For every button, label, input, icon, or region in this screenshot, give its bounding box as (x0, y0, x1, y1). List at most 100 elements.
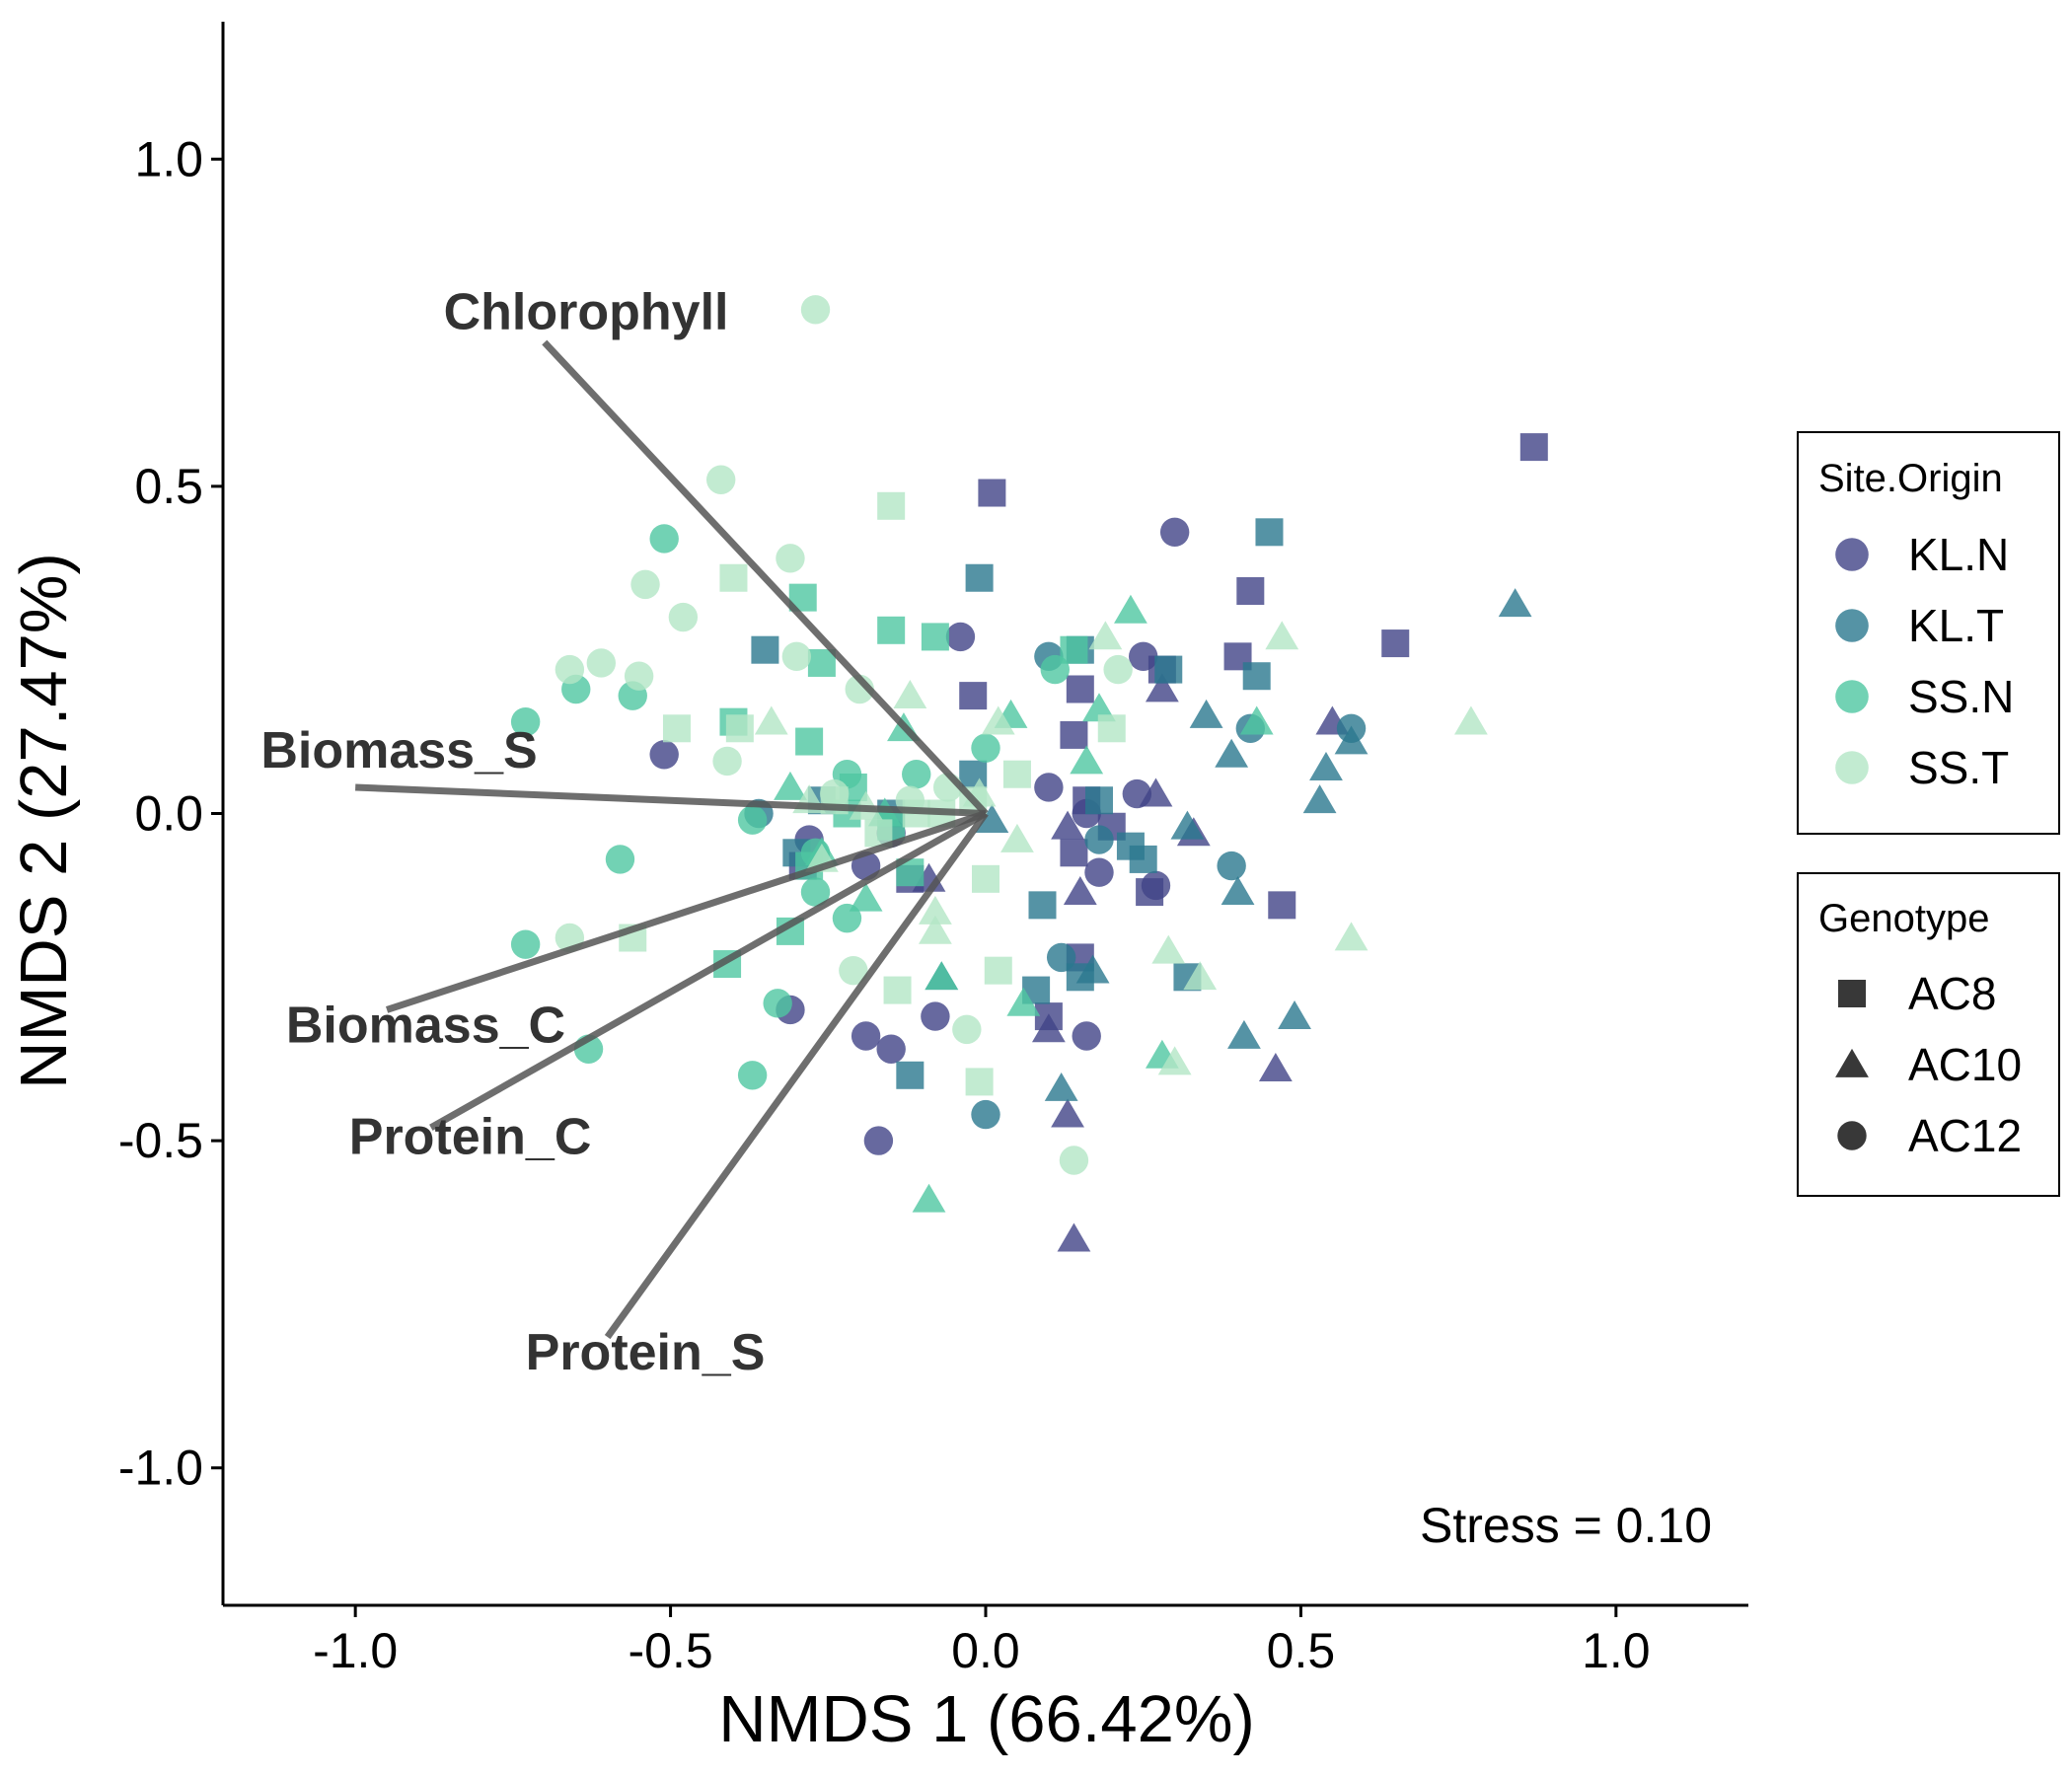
data-point-kl-n-ac12 (876, 1034, 906, 1064)
data-point-kl-n-ac12 (1122, 778, 1152, 809)
vector-biomass_c (386, 810, 988, 1013)
data-point-kl-n-ac12 (851, 1021, 881, 1051)
vector-protein_s (604, 811, 989, 1340)
data-point-ss-n-ac10 (1082, 693, 1116, 722)
data-point-ss-n-ac12 (737, 1061, 768, 1090)
data-point-ss-t-ac10 (1000, 823, 1034, 852)
data-point-kl-n-ac12 (1141, 870, 1171, 901)
data-point-kl-n-ac12 (649, 740, 679, 770)
data-point-ss-t-ac12 (776, 544, 805, 573)
data-point-kl-n-ac10 (1051, 1098, 1084, 1128)
legend-key-ss-t (1835, 751, 1869, 784)
data-point-kl-t-ac10 (1227, 1019, 1261, 1049)
vector-label-chlorophyll: Chlorophyll (444, 284, 729, 341)
x-tick-label: -0.5 (628, 1623, 712, 1678)
data-point-ss-n-ac12 (971, 733, 1000, 763)
data-point-ss-n-ac8 (921, 623, 949, 651)
data-point-kl-n-ac8 (1066, 675, 1094, 703)
data-point-kl-t-ac10 (1170, 810, 1205, 840)
legend: Site.Origin KL.N KL.T SS.N SS.T Genotype AC… (1797, 431, 2060, 1197)
data-point-ss-t-ac10 (754, 705, 788, 735)
data-point-kl-n-ac12 (1159, 517, 1190, 548)
legend-color-entries: KL.N KL.T SS.N SS.T (1835, 529, 2014, 793)
data-point-ss-t-ac12 (819, 778, 850, 809)
data-point-kl-t-ac10 (1221, 875, 1255, 905)
data-point-kl-t-ac12 (1217, 851, 1246, 881)
data-point-ss-t-ac10 (1183, 961, 1218, 991)
data-point-ss-t-ac12 (952, 1014, 982, 1045)
data-point-ss-n-ac12 (605, 845, 635, 874)
data-point-kl-t-ac8 (965, 563, 994, 592)
data-point-ss-t-ac12 (624, 661, 654, 691)
data-point-kl-n-ac8 (1268, 891, 1296, 920)
data-point-ss-t-ac12 (712, 746, 742, 777)
data-point-ss-t-ac12 (555, 654, 585, 685)
legend-label-ss-t: SS.T (1908, 742, 2009, 793)
vector-label-protein_c: Protein_C (349, 1108, 592, 1165)
data-point-ss-t-ac8 (662, 714, 691, 743)
vector-label-protein_s: Protein_S (526, 1324, 766, 1381)
legend-key-ac12 (1837, 1121, 1867, 1150)
data-point-kl-n-ac10 (1051, 810, 1084, 840)
data-point-ss-n-ac12 (800, 877, 831, 907)
x-tick-label: -1.0 (313, 1623, 398, 1678)
y-tick-label: 1.0 (134, 131, 203, 186)
legend-title-site-origin: Site.Origin (1818, 457, 2003, 500)
data-point-ss-n-ac10 (774, 771, 807, 800)
y-axis-title: NMDS 2 (27.47%) (7, 553, 81, 1089)
stress-annotation: Stress = 0.10 (1420, 1498, 1712, 1553)
data-point-kl-n-ac12 (1034, 773, 1064, 802)
y-tick-label: -0.5 (118, 1113, 203, 1168)
data-point-ss-n-ac12 (1040, 654, 1070, 685)
data-point-ss-t-ac8 (725, 714, 754, 743)
data-point-ss-n-ac10 (925, 961, 959, 991)
points-layer (510, 295, 1548, 1252)
data-point-kl-n-ac12 (945, 622, 976, 652)
data-point-ss-n-ac10 (1070, 745, 1104, 775)
x-tick-label: 0.0 (951, 1623, 1020, 1678)
vector-chlorophyll (542, 339, 989, 816)
data-point-ss-n-ac12 (649, 524, 679, 554)
legend-title-genotype: Genotype (1818, 897, 1989, 940)
data-point-ss-t-ac12 (1103, 654, 1133, 685)
data-point-ss-t-ac8 (1097, 714, 1126, 743)
data-point-ss-t-ac12 (630, 569, 660, 600)
data-point-kl-n-ac10 (1258, 1053, 1293, 1082)
data-point-kl-n-ac8 (1381, 629, 1410, 658)
data-point-kl-n-ac10 (1145, 673, 1179, 703)
data-point-ss-t-ac10 (1151, 934, 1186, 964)
data-point-kl-t-ac10 (1189, 699, 1223, 728)
vector-biomass_s (355, 783, 987, 817)
data-point-ss-t-ac10 (918, 895, 952, 925)
data-point-kl-t-ac8 (1028, 891, 1057, 920)
data-point-kl-n-ac8 (1060, 839, 1088, 867)
data-point-kl-t-ac12 (1046, 942, 1076, 973)
legend-shape-entries: AC8 AC10 AC12 (1835, 968, 2022, 1161)
data-point-ss-t-ac10 (1088, 621, 1123, 650)
data-point-ss-t-ac12 (781, 641, 812, 672)
data-point-ss-t-ac8 (984, 956, 1012, 985)
data-point-ss-t-ac10 (1265, 621, 1299, 650)
data-point-kl-n-ac10 (1031, 1013, 1066, 1043)
data-point-ss-n-ac10 (912, 1183, 946, 1213)
data-point-kl-t-ac12 (971, 1099, 1000, 1130)
y-tick-label: 0.0 (134, 786, 203, 842)
legend-key-ac8 (1838, 980, 1866, 1007)
data-point-kl-n-ac8 (959, 682, 988, 710)
data-point-ss-t-ac8 (877, 491, 906, 520)
legend-key-kl-n (1835, 538, 1869, 571)
y-tick-label: -1.0 (118, 1441, 203, 1496)
data-point-kl-n-ac8 (1060, 720, 1088, 749)
data-point-ss-n-ac12 (902, 760, 931, 789)
data-point-ss-n-ac8 (795, 727, 824, 756)
data-point-kl-t-ac10 (1278, 999, 1311, 1029)
data-point-ss-t-ac8 (965, 1068, 994, 1096)
data-point-ss-n-ac10 (849, 882, 883, 912)
vector-label-biomass_s: Biomass_S (260, 722, 537, 779)
data-point-ss-n-ac10 (1006, 987, 1041, 1016)
data-point-kl-t-ac10 (1498, 588, 1532, 618)
data-point-ss-t-ac10 (1157, 1046, 1192, 1075)
data-point-kl-t-ac8 (896, 1061, 925, 1089)
legend-key-kl-t (1835, 609, 1869, 642)
